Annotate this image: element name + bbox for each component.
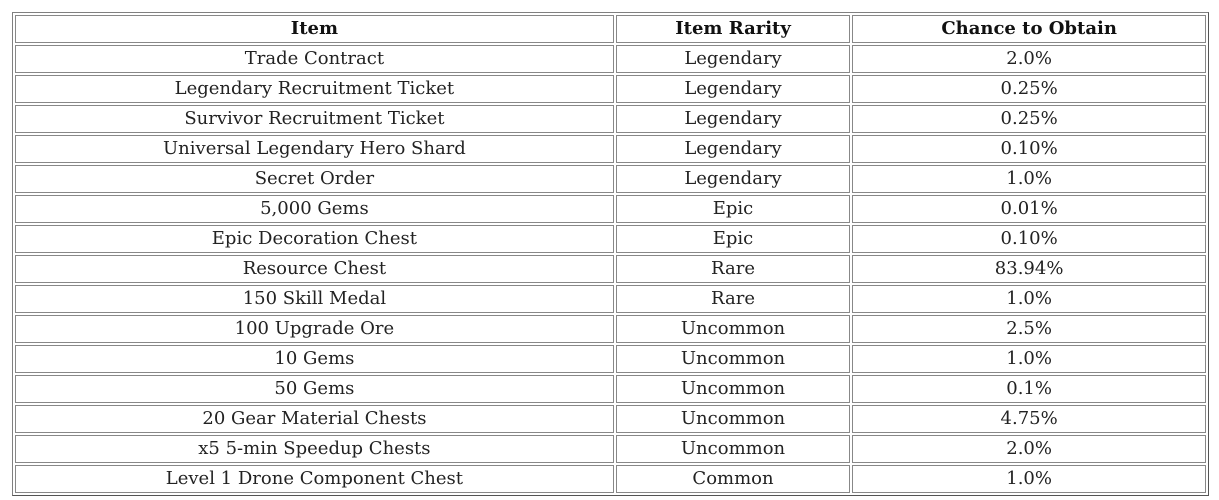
chance-cell: 4.75% <box>852 405 1206 433</box>
item-cell: 100 Upgrade Ore <box>15 315 614 343</box>
table-row: Epic Decoration Chest Epic 0.10% <box>15 225 1206 253</box>
table-body: Trade Contract Legendary 2.0% Legendary Rec… <box>15 45 1206 493</box>
table-row: Trade Contract Legendary 2.0% <box>15 45 1206 73</box>
header-row: Item Item Rarity Chance to Obtain <box>15 15 1206 43</box>
item-cell: Secret Order <box>15 165 614 193</box>
chance-cell: 0.10% <box>852 135 1206 163</box>
chance-cell: 2.0% <box>852 45 1206 73</box>
rarity-cell: Common <box>615 465 851 493</box>
drop-rates-table: Item Item Rarity Chance to Obtain Trade … <box>12 12 1209 496</box>
header-rarity: Item Rarity <box>615 15 851 43</box>
chance-cell: 1.0% <box>852 165 1206 193</box>
item-cell: Survivor Recruitment Ticket <box>15 105 614 133</box>
chance-cell: 1.0% <box>852 285 1206 313</box>
item-cell: 150 Skill Medal <box>15 285 614 313</box>
item-cell: Resource Chest <box>15 255 614 283</box>
chance-cell: 0.10% <box>852 225 1206 253</box>
table-row: Secret Order Legendary 1.0% <box>15 165 1206 193</box>
item-cell: 20 Gear Material Chests <box>15 405 614 433</box>
item-cell: Trade Contract <box>15 45 614 73</box>
chance-cell: 0.01% <box>852 195 1206 223</box>
rarity-cell: Uncommon <box>615 375 851 403</box>
table-row: 50 Gems Uncommon 0.1% <box>15 375 1206 403</box>
table-row: Legendary Recruitment Ticket Legendary 0.2… <box>15 75 1206 103</box>
rarity-cell: Legendary <box>615 105 851 133</box>
table-row: Survivor Recruitment Ticket Legendary 0.25… <box>15 105 1206 133</box>
table-row: 150 Skill Medal Rare 1.0% <box>15 285 1206 313</box>
rarity-cell: Legendary <box>615 45 851 73</box>
chance-cell: 2.0% <box>852 435 1206 463</box>
table-row: Universal Legendary Hero Shard Legendary 0… <box>15 135 1206 163</box>
chance-cell: 83.94% <box>852 255 1206 283</box>
table-row: 5,000 Gems Epic 0.01% <box>15 195 1206 223</box>
table-row: Level 1 Drone Component Chest Common 1.0% <box>15 465 1206 493</box>
item-cell: x5 5-min Speedup Chests <box>15 435 614 463</box>
item-cell: 50 Gems <box>15 375 614 403</box>
item-cell: Legendary Recruitment Ticket <box>15 75 614 103</box>
chance-cell: 0.1% <box>852 375 1206 403</box>
rarity-cell: Uncommon <box>615 405 851 433</box>
table-row: Resource Chest Rare 83.94% <box>15 255 1206 283</box>
chance-cell: 2.5% <box>852 315 1206 343</box>
rarity-cell: Uncommon <box>615 435 851 463</box>
chance-cell: 0.25% <box>852 75 1206 103</box>
chance-cell: 1.0% <box>852 345 1206 373</box>
chance-cell: 0.25% <box>852 105 1206 133</box>
rarity-cell: Rare <box>615 255 851 283</box>
item-cell: 5,000 Gems <box>15 195 614 223</box>
rarity-cell: Legendary <box>615 135 851 163</box>
table-row: 20 Gear Material Chests Uncommon 4.75% <box>15 405 1206 433</box>
rarity-cell: Legendary <box>615 165 851 193</box>
rarity-cell: Rare <box>615 285 851 313</box>
rarity-cell: Uncommon <box>615 315 851 343</box>
rarity-cell: Uncommon <box>615 345 851 373</box>
rarity-cell: Epic <box>615 195 851 223</box>
table-row: 10 Gems Uncommon 1.0% <box>15 345 1206 373</box>
rarity-cell: Legendary <box>615 75 851 103</box>
header-chance: Chance to Obtain <box>852 15 1206 43</box>
header-item: Item <box>15 15 614 43</box>
item-cell: Epic Decoration Chest <box>15 225 614 253</box>
chance-cell: 1.0% <box>852 465 1206 493</box>
item-cell: Universal Legendary Hero Shard <box>15 135 614 163</box>
table-row: x5 5-min Speedup Chests Uncommon 2.0% <box>15 435 1206 463</box>
item-cell: 10 Gems <box>15 345 614 373</box>
rarity-cell: Epic <box>615 225 851 253</box>
table-row: 100 Upgrade Ore Uncommon 2.5% <box>15 315 1206 343</box>
item-cell: Level 1 Drone Component Chest <box>15 465 614 493</box>
